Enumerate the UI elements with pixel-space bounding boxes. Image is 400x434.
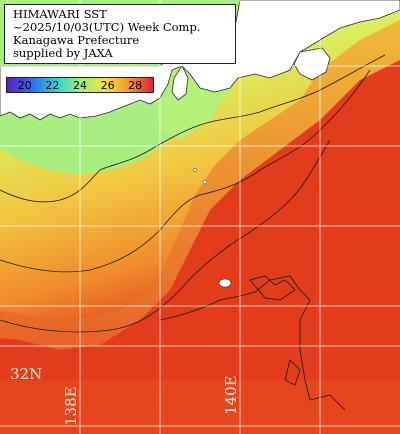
sst-color-legend: 20 22 24 26 28 — [6, 77, 154, 93]
island-small-2 — [193, 168, 197, 172]
island-hachijo — [218, 278, 232, 288]
caption-title: HIMAWARI SST — [13, 7, 107, 21]
caption-credit: supplied by JAXA — [13, 46, 113, 60]
longitude-label-140: 140E — [222, 375, 240, 415]
caption-prefecture: Kanagawa Prefecture — [13, 33, 140, 47]
island-small-1 — [202, 179, 208, 185]
legend-tick-24: 24 — [72, 78, 87, 92]
longitude-label-138: 138E — [62, 386, 80, 426]
latitude-label: 32N — [10, 365, 43, 383]
legend-tick-26: 26 — [100, 78, 115, 92]
legend-tick-28: 28 — [128, 78, 143, 92]
caption-date: ~2025/10/03(UTC) Week Comp. — [13, 20, 201, 34]
legend-color-ramp — [7, 78, 153, 92]
caption-box: HIMAWARI SST ~2025/10/03(UTC) Week Comp.… — [4, 4, 236, 64]
land-izu — [171, 65, 189, 101]
legend-tick-20: 20 — [17, 78, 32, 92]
legend-tick-22: 22 — [45, 78, 60, 92]
